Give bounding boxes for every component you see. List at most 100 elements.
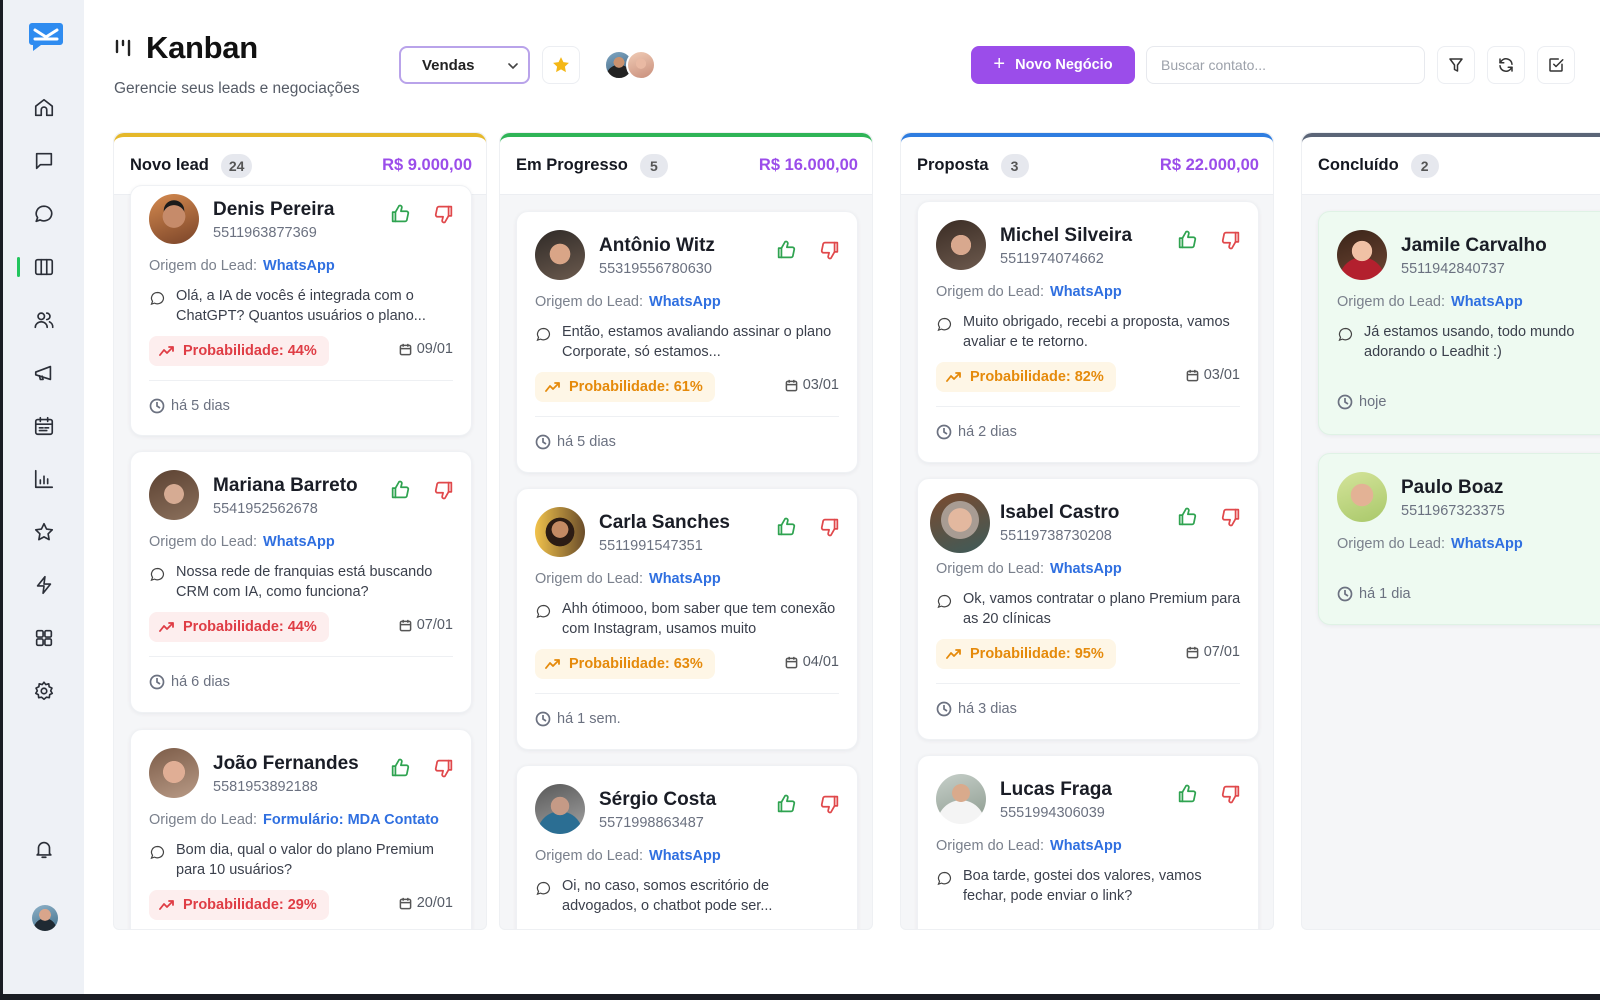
sidebar-item-messages[interactable] xyxy=(3,141,84,181)
lead-origin-source[interactable]: WhatsApp xyxy=(1451,536,1523,552)
kanban-column-novo-lead: Novo lead 24 R$ 9.000,00 Denis Pereira 5… xyxy=(113,132,487,930)
column-total: R$ 22.000,00 xyxy=(1159,156,1259,174)
column-total: R$ 16.000,00 xyxy=(758,156,858,174)
page-title: Kanban xyxy=(146,30,258,65)
lead-age: hoje xyxy=(1337,394,1386,410)
calendar-icon xyxy=(399,619,412,631)
lead-origin-source[interactable]: WhatsApp xyxy=(1050,838,1122,854)
mark-lost-button[interactable] xyxy=(1220,229,1242,251)
lead-origin-source[interactable]: WhatsApp xyxy=(649,848,721,864)
select-mode-button[interactable] xyxy=(1537,46,1575,84)
card-divider xyxy=(936,683,1240,684)
lead-card[interactable]: Michel Silveira 5511974074662 Origem do … xyxy=(917,201,1259,463)
mark-lost-button[interactable] xyxy=(433,479,455,501)
new-deal-button[interactable]: + Novo Negócio xyxy=(971,46,1135,84)
sidebar-item-home[interactable] xyxy=(3,88,84,128)
mark-won-button[interactable] xyxy=(775,516,797,538)
lead-origin-source[interactable]: WhatsApp xyxy=(1050,284,1122,300)
search-contact-input[interactable] xyxy=(1146,46,1425,84)
filter-button[interactable] xyxy=(1437,46,1475,84)
column-header[interactable]: Novo lead 24 R$ 9.000,00 xyxy=(114,133,486,195)
lead-phone: 5541952562678 xyxy=(213,501,318,517)
refresh-icon xyxy=(1499,58,1513,72)
thumbs-down-icon xyxy=(820,795,839,814)
new-deal-label: Novo Negócio xyxy=(1015,57,1113,73)
sidebar-item-campaigns[interactable] xyxy=(3,353,84,393)
pipeline-select[interactable]: Vendas xyxy=(399,46,530,84)
lead-card[interactable]: Carla Sanches 5511991547351 Origem do Le… xyxy=(516,488,858,750)
column-header[interactable]: Proposta 3 R$ 22.000,00 xyxy=(901,133,1273,195)
lead-origin-source[interactable]: WhatsApp xyxy=(649,571,721,587)
sidebar-item-calendar[interactable] xyxy=(3,406,84,446)
sidebar-item-contacts[interactable] xyxy=(3,300,84,340)
lead-origin-source[interactable]: WhatsApp xyxy=(1451,294,1523,310)
sidebar-item-chat[interactable] xyxy=(3,194,84,234)
lead-origin-source[interactable]: WhatsApp xyxy=(649,294,721,310)
lead-origin-source[interactable]: WhatsApp xyxy=(263,258,335,274)
mark-lost-button[interactable] xyxy=(1220,506,1242,528)
column-header[interactable]: Em Progresso 5 R$ 16.000,00 xyxy=(500,133,872,195)
chevron-down-icon xyxy=(508,63,518,70)
lead-avatar xyxy=(535,784,585,834)
trend-up-icon xyxy=(159,622,174,632)
lead-card[interactable]: Denis Pereira 5511963877369 Origem do Le… xyxy=(130,185,472,436)
mark-won-button[interactable] xyxy=(389,757,411,779)
lead-card[interactable]: Isabel Castro 55119738730208 Origem do L… xyxy=(917,478,1259,740)
lead-avatar xyxy=(930,493,990,553)
sidebar-item-apps[interactable] xyxy=(3,618,84,658)
trend-up-icon xyxy=(545,659,560,669)
lead-avatar xyxy=(936,774,986,824)
sidebar-item-favorites[interactable] xyxy=(3,512,84,552)
column-title: Em Progresso xyxy=(516,156,628,174)
team-avatar[interactable] xyxy=(626,50,656,80)
mark-lost-button[interactable] xyxy=(433,203,455,225)
team-avatars[interactable] xyxy=(604,50,656,80)
lead-origin-source[interactable]: WhatsApp xyxy=(263,534,335,550)
user-avatar[interactable] xyxy=(32,905,58,931)
due-date: 03/01 xyxy=(1186,367,1240,383)
message-icon xyxy=(535,326,552,343)
lead-card[interactable]: Jamile Carvalho 5511942840737 Origem do … xyxy=(1318,211,1600,435)
favorite-pipeline-button[interactable] xyxy=(542,46,580,84)
mark-lost-button[interactable] xyxy=(819,793,841,815)
lead-origin-source[interactable]: Formulário: MDA Contato xyxy=(263,812,439,828)
column-header[interactable]: Concluído 2 xyxy=(1302,133,1600,195)
lead-origin: Origem do Lead: WhatsApp xyxy=(535,848,721,864)
app-logo-icon[interactable] xyxy=(27,20,65,54)
mark-lost-button[interactable] xyxy=(1220,783,1242,805)
sidebar-item-kanban[interactable] xyxy=(3,247,84,287)
card-divider xyxy=(149,656,453,657)
trend-up-icon xyxy=(159,900,174,910)
mark-won-button[interactable] xyxy=(1176,506,1198,528)
mark-lost-button[interactable] xyxy=(819,516,841,538)
mark-won-button[interactable] xyxy=(389,479,411,501)
sidebar-item-automations[interactable] xyxy=(3,565,84,605)
lead-origin: Origem do Lead: WhatsApp xyxy=(1337,294,1523,310)
mark-won-button[interactable] xyxy=(775,793,797,815)
thumbs-up-icon xyxy=(777,240,796,259)
trend-up-icon xyxy=(946,649,961,659)
sidebar-item-settings[interactable] xyxy=(3,671,84,711)
sidebar-item-reports[interactable] xyxy=(3,459,84,499)
mark-won-button[interactable] xyxy=(775,239,797,261)
mark-lost-button[interactable] xyxy=(819,239,841,261)
lead-name: Antônio Witz xyxy=(599,235,715,256)
thumbs-up-icon xyxy=(391,480,410,499)
mark-won-button[interactable] xyxy=(1176,229,1198,251)
lead-card[interactable]: Antônio Witz 55319556780630 Origem do Le… xyxy=(516,211,858,473)
lead-card[interactable]: João Fernandes 5581953892188 Origem do L… xyxy=(130,729,472,929)
mark-won-button[interactable] xyxy=(389,203,411,225)
notifications-button[interactable] xyxy=(3,829,84,869)
lead-card[interactable]: Paulo Boaz 5511967323375 Origem do Lead:… xyxy=(1318,453,1600,625)
lead-name: Isabel Castro xyxy=(1000,502,1120,523)
lead-origin-source[interactable]: WhatsApp xyxy=(1050,561,1122,577)
mark-lost-button[interactable] xyxy=(433,757,455,779)
lead-card[interactable]: Mariana Barreto 5541952562678 Origem do … xyxy=(130,451,472,713)
lead-card[interactable]: Sérgio Costa 5571998863487 Origem do Lea… xyxy=(516,765,858,929)
refresh-button[interactable] xyxy=(1487,46,1525,84)
mark-won-button[interactable] xyxy=(1176,783,1198,805)
page-subtitle: Gerencie seus leads e negociações xyxy=(114,80,360,97)
lead-card[interactable]: Lucas Fraga 5551994306039 Origem do Lead… xyxy=(917,755,1259,929)
message-icon xyxy=(535,603,552,620)
